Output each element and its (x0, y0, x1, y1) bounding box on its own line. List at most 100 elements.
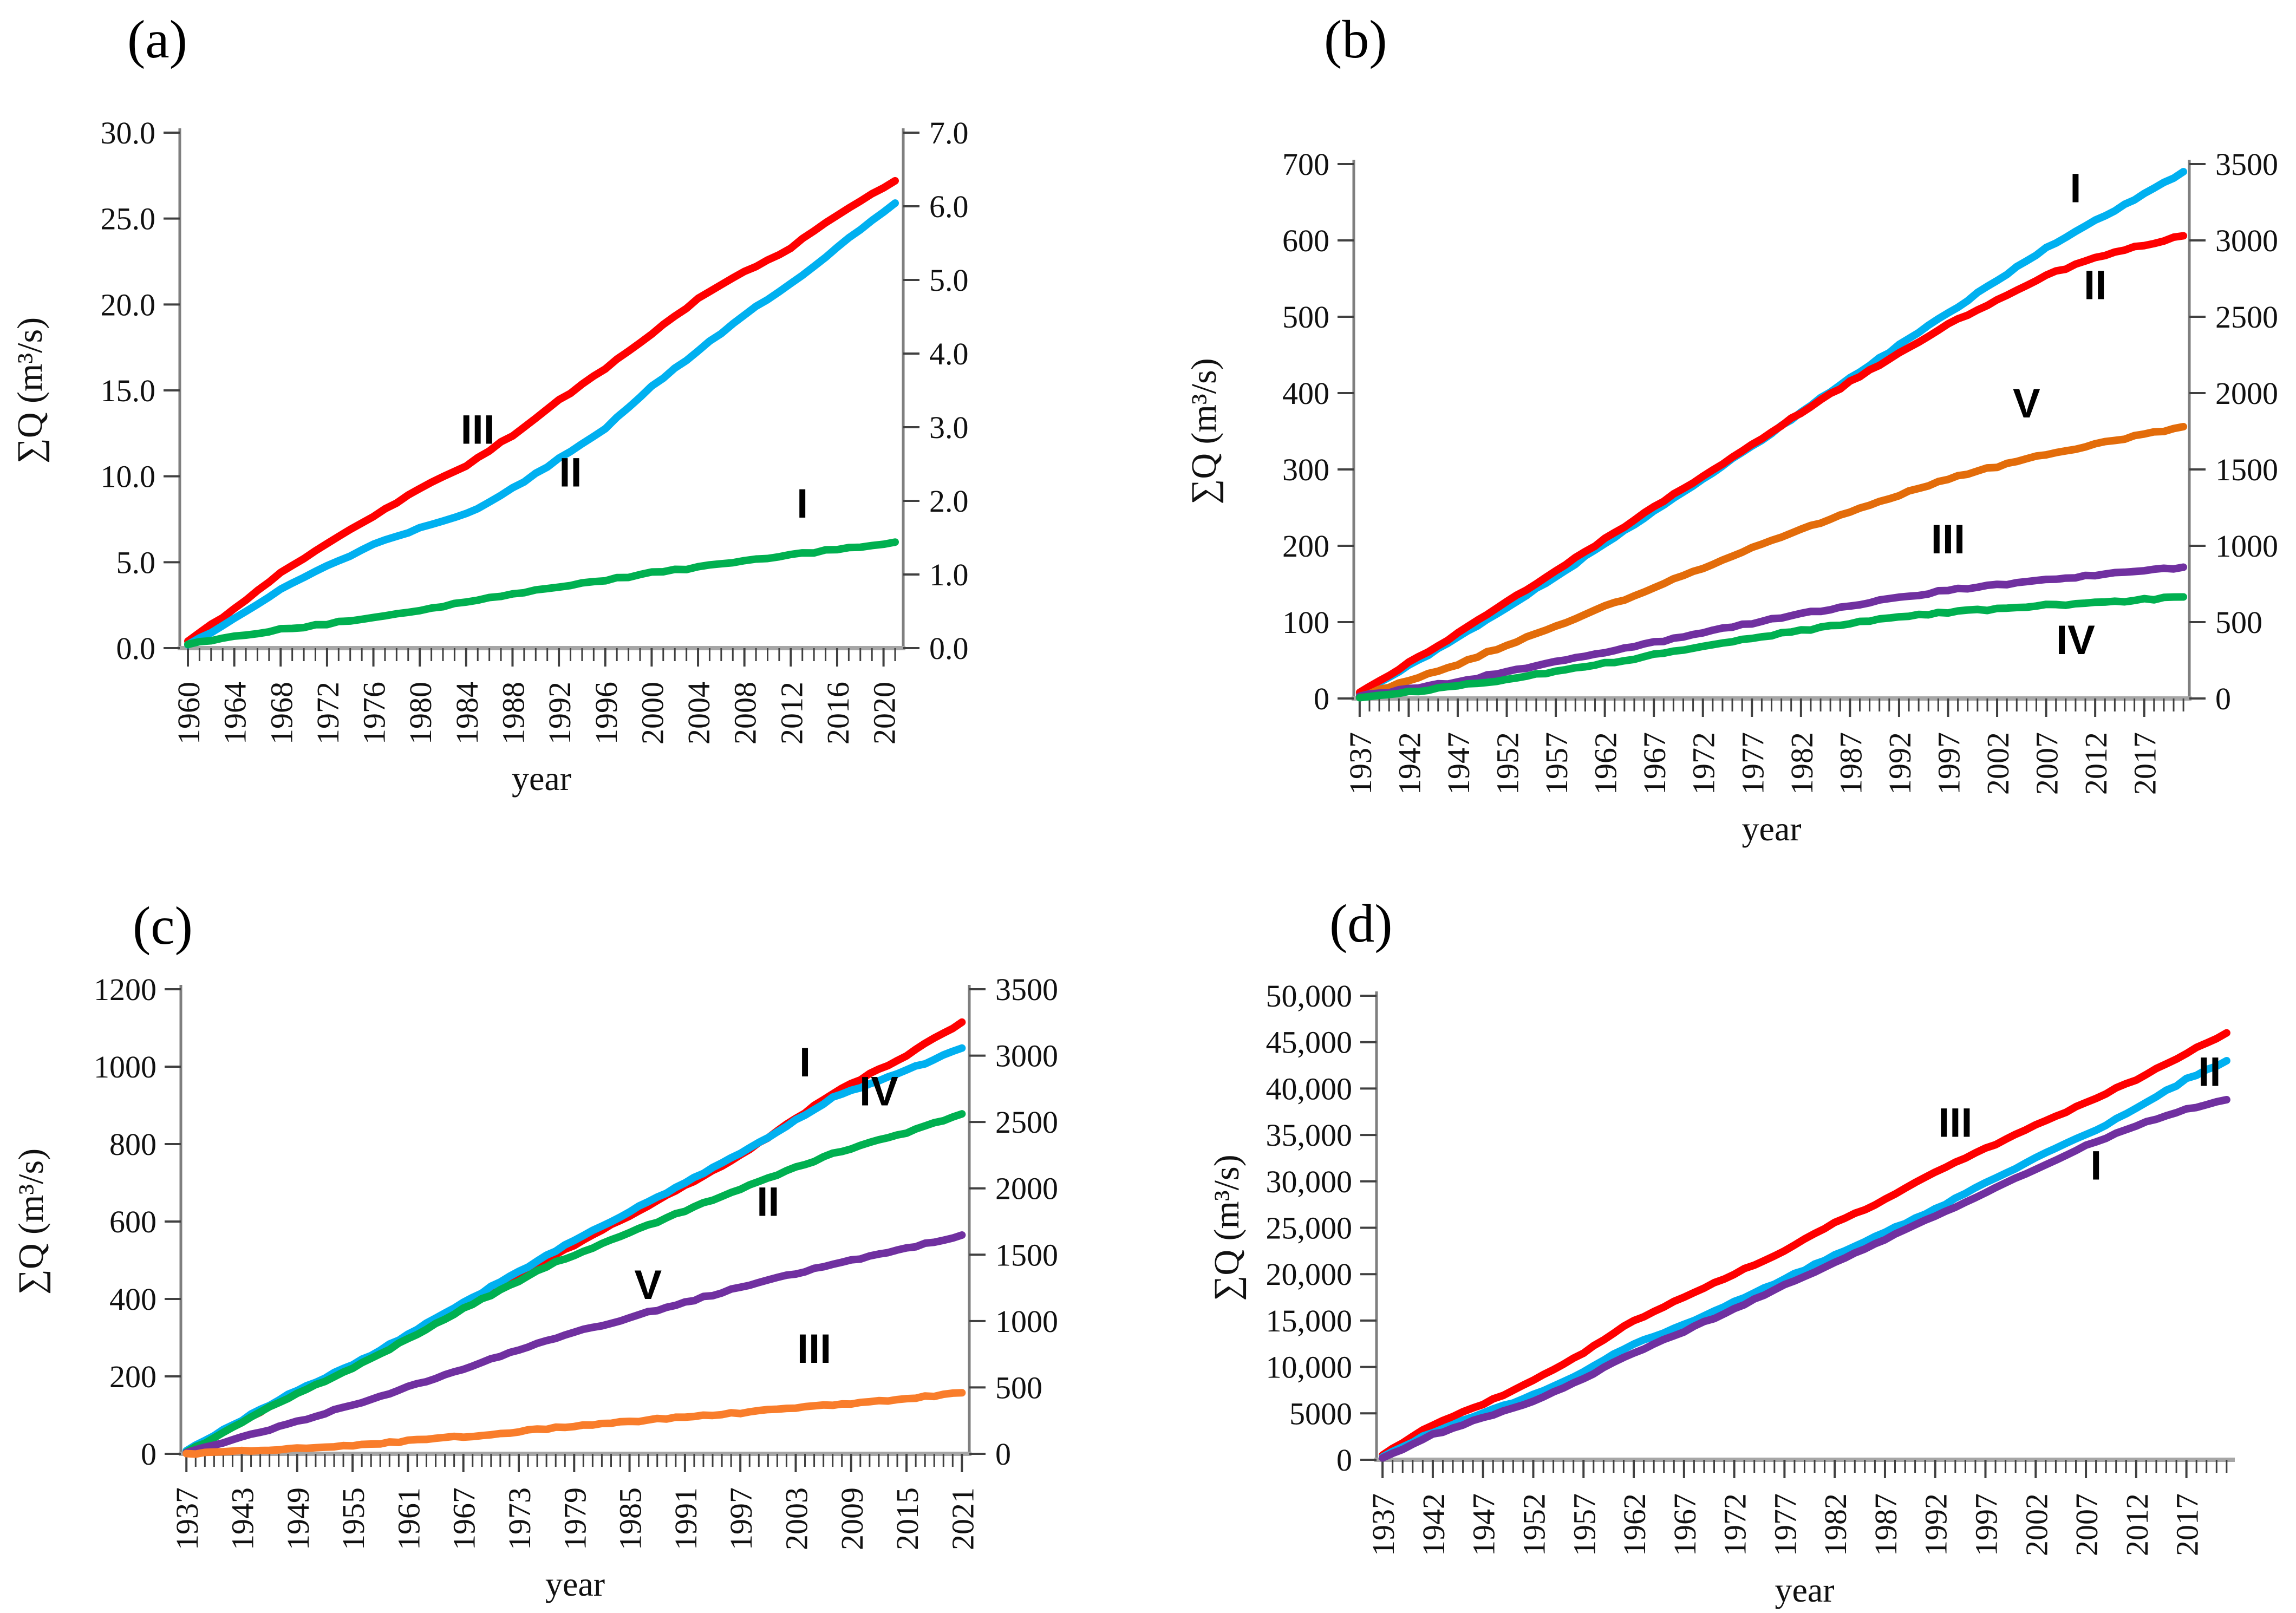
x-axis-tick-label: 1972 (1718, 1493, 1753, 1556)
left-axis-tick-label: 50,000 (1266, 978, 1353, 1014)
x-axis-tick-label: 2009 (834, 1487, 870, 1550)
series-label-III: III (797, 1326, 831, 1372)
right-axis-tick-label: 1500 (2215, 452, 2278, 487)
x-axis-tick-label: 1943 (225, 1487, 260, 1550)
right-axis-tick-label: 3000 (995, 1039, 1058, 1074)
left-axis-tick-label: 400 (109, 1282, 156, 1317)
x-axis-tick-label: 1985 (613, 1487, 648, 1550)
left-axis-tick-label: 200 (1282, 528, 1329, 564)
x-axis-tick-label: 1992 (1919, 1493, 1954, 1556)
left-axis-tick-label: 600 (1282, 223, 1329, 258)
x-axis-tick-label: 1957 (1567, 1493, 1602, 1556)
series-label-V: V (634, 1262, 662, 1308)
right-axis-tick-label: 2000 (995, 1171, 1058, 1206)
chart-panel-c: 0 200 400 600 800 1000 1200 0 500 1000 1500 2000 250… (11, 972, 1058, 1603)
right-axis-tick-label: 500 (2215, 605, 2262, 640)
x-axis-tick-label: 1991 (668, 1487, 703, 1550)
series-label-IV: IV (2056, 617, 2095, 663)
x-axis-tick-label: 1977 (1767, 1493, 1803, 1556)
x-axis-tick-label: 2012 (774, 682, 809, 745)
x-axis-tick-label: 1967 (447, 1487, 482, 1550)
x-axis-tick-label: 2008 (728, 682, 763, 745)
right-axis-tick-label: 3500 (2215, 147, 2278, 182)
x-axis-tick-label: 1982 (1818, 1493, 1853, 1556)
panel-label-a: (a) (127, 9, 187, 69)
left-axis-tick-label: 25.0 (101, 201, 156, 237)
left-axis-tick-label: 10,000 (1266, 1350, 1353, 1385)
series-label-III: III (1938, 1100, 1972, 1146)
x-axis-tick-label: 1980 (403, 682, 438, 745)
left-axis-tick-label: 10.0 (101, 459, 156, 494)
x-axis-tick-label: 1967 (1637, 732, 1672, 795)
x-axis-tick-label: 1967 (1667, 1493, 1703, 1556)
x-axis-tick-label: 2012 (2078, 732, 2114, 795)
series-line-IV (182, 1110, 966, 1457)
x-axis-tick-label: 1992 (542, 682, 577, 745)
x-axis-tick-label: 1988 (495, 682, 531, 745)
series-line-IV (1355, 593, 2188, 702)
right-axis-tick-label: 1.0 (929, 557, 969, 592)
chart-panel-d: 0 5000 10,000 15,000 20,000 25,000 30,000 35,00… (1207, 978, 2235, 1609)
x-axis-title: year (1775, 1571, 1834, 1609)
x-axis-tick-label: 1987 (1833, 732, 1868, 795)
x-axis-tick-label: 2017 (2128, 732, 2163, 795)
left-axis-tick-label: 0 (1336, 1442, 1352, 1478)
chart-panel-a: 0.0 5.0 10.0 15.0 20.0 25.0 30.0 0.0 1.0 2.0 3.0 4.… (10, 115, 969, 798)
x-axis-tick-label: 1962 (1588, 732, 1623, 795)
right-axis-tick-label: 1000 (2215, 528, 2278, 564)
series-line-I (184, 538, 899, 649)
left-axis-tick-label: 300 (1282, 452, 1329, 487)
series-label-V: V (2013, 381, 2040, 427)
x-axis-tick-label: 1968 (264, 682, 299, 745)
right-axis-tick-label: 0 (2215, 681, 2231, 716)
x-axis-tick-label: 1972 (1686, 732, 1721, 795)
x-axis-title: year (1741, 809, 1801, 848)
left-axis-tick-label: 25,000 (1266, 1211, 1353, 1246)
x-axis-tick-label: 2021 (945, 1487, 980, 1550)
series-line-III (1355, 563, 2188, 700)
series-label-I: I (799, 1040, 811, 1086)
series-line-II (184, 199, 899, 649)
left-axis-tick-label: 0 (1314, 681, 1329, 716)
left-axis-tick-label: 600 (109, 1204, 156, 1239)
series-line-V (1355, 423, 2188, 700)
left-axis-tick-label: 35,000 (1266, 1118, 1353, 1153)
x-axis-tick-label: 1964 (218, 682, 253, 745)
series-line-II (1379, 1057, 2230, 1461)
right-axis-tick-label: 3.0 (929, 410, 969, 445)
left-axis-tick-label: 30,000 (1266, 1164, 1353, 1199)
series-label-II: II (2084, 263, 2106, 309)
right-axis-tick-label: 7.0 (929, 115, 969, 151)
right-axis-tick-label: 0.0 (929, 631, 969, 666)
y-axis-title: ∑Q (m³/s) (1184, 358, 1224, 504)
left-axis-tick-label: 45,000 (1266, 1025, 1353, 1060)
x-axis-tick-label: 1937 (169, 1487, 205, 1550)
x-axis-tick-label: 2020 (867, 682, 902, 745)
series-line-III (184, 177, 899, 645)
left-axis-tick-label: 15,000 (1266, 1303, 1353, 1338)
series-label-II: II (2198, 1049, 2221, 1095)
left-axis-tick-label: 200 (109, 1359, 156, 1394)
x-axis-tick-label: 1997 (723, 1487, 759, 1550)
left-axis-tick-label: 15.0 (101, 373, 156, 408)
x-axis-tick-label: 1987 (1868, 1493, 1903, 1556)
x-axis-title: year (512, 759, 571, 798)
right-axis-tick-label: 500 (995, 1370, 1042, 1405)
series-label-III: III (461, 407, 495, 453)
left-axis-tick-label: 0.0 (116, 631, 156, 666)
x-axis-tick-label: 1947 (1441, 732, 1476, 795)
series-line-II (1355, 232, 2188, 696)
right-axis-tick-label: 2.0 (929, 484, 969, 519)
left-axis-tick-label: 40,000 (1266, 1071, 1353, 1106)
x-axis-tick-label: 1942 (1392, 732, 1427, 795)
x-axis-tick-label: 2015 (890, 1487, 925, 1550)
x-axis-tick-label: 1947 (1466, 1493, 1502, 1556)
series-line-III (182, 1389, 966, 1458)
x-axis-tick-label: 1952 (1490, 732, 1525, 795)
right-axis-tick-label: 1500 (995, 1237, 1058, 1272)
left-axis-tick-label: 20,000 (1266, 1257, 1353, 1292)
x-axis-tick-label: 1972 (310, 682, 345, 745)
panel-label-c: (c) (133, 896, 193, 956)
x-axis-tick-label: 1982 (1784, 732, 1819, 795)
